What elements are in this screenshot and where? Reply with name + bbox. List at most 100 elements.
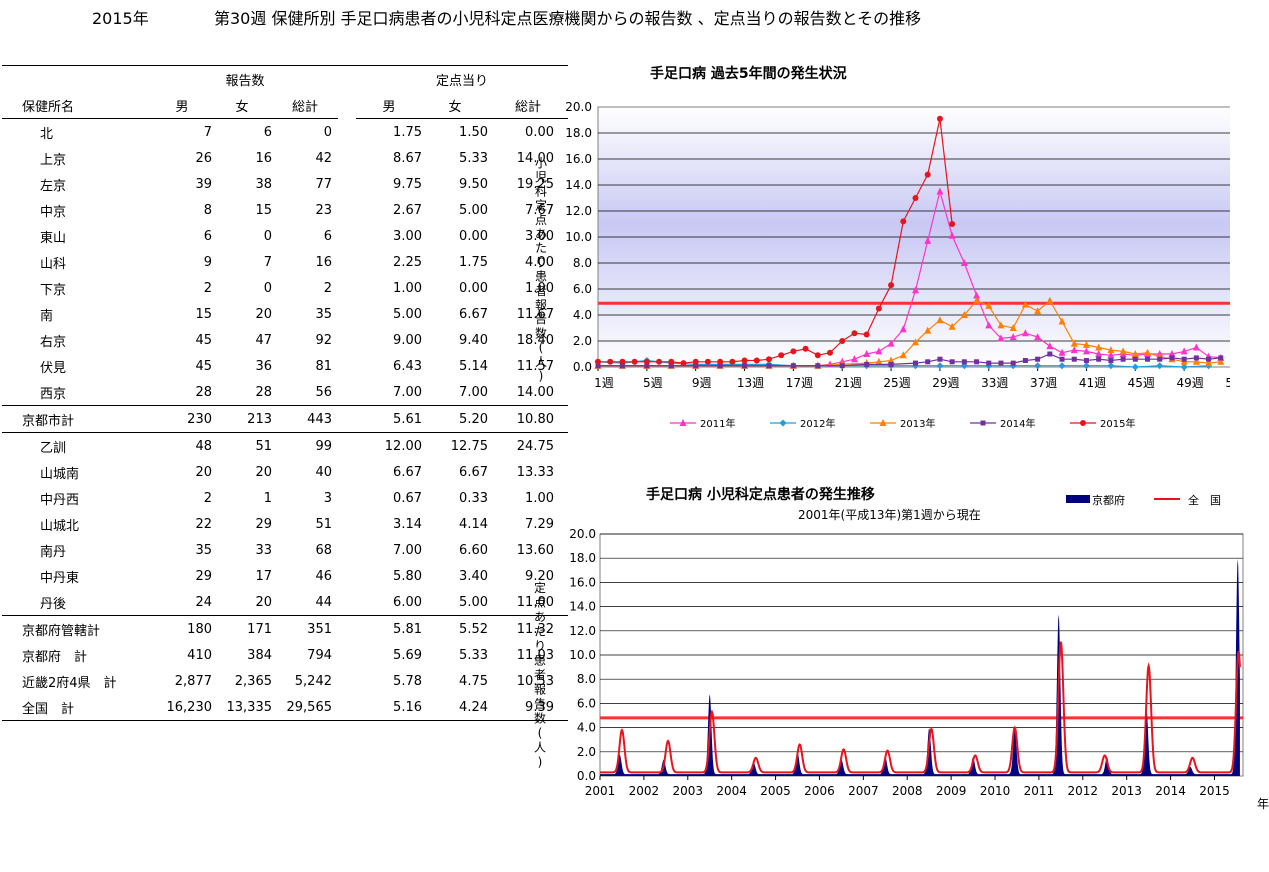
per-site-total: 11.00: [516, 594, 554, 610]
data-point: [925, 359, 931, 365]
y-tick-label: 6.0: [577, 696, 596, 710]
data-point: [1193, 355, 1199, 361]
per-site-male: 1.75: [393, 124, 422, 140]
per-site-male: 9.75: [393, 176, 422, 192]
reports-female: 47: [255, 332, 272, 348]
per-site-female: 5.14: [459, 358, 488, 374]
y-tick-label: 2.0: [577, 745, 596, 759]
row-name: 東山: [40, 230, 67, 246]
reports-female: 0: [263, 280, 272, 296]
x-tick-label: 2002: [629, 784, 660, 798]
x-tick-label: 13週: [737, 376, 764, 390]
data-point: [765, 356, 772, 363]
y-tick-label: 16.0: [565, 152, 592, 166]
per-site-male: 12.00: [356, 432, 422, 459]
y-axis-label-char: あ: [534, 610, 546, 624]
data-point: [863, 331, 870, 338]
data-point: [875, 347, 883, 355]
reports-female: 384: [247, 647, 272, 663]
per-site-female: 5.33: [459, 647, 488, 663]
per-site-female: 0.00: [459, 280, 488, 296]
data-point: [1047, 351, 1053, 357]
series-line-2012年: [597, 359, 1209, 368]
data-point: [1096, 356, 1102, 362]
table-row: 北 7 6 0 1.75 1.50 0.00: [2, 119, 568, 146]
y-tick-label: 4.0: [573, 308, 592, 322]
y-axis-label-char: (: [538, 726, 543, 740]
data-point: [1168, 350, 1176, 357]
per-site-total: 14.00: [516, 384, 554, 400]
per-site-total: 1.00: [525, 490, 554, 506]
y-axis-label-char: 患: [534, 654, 546, 668]
row-name: 下京: [40, 282, 67, 298]
row-name: 山科: [40, 256, 67, 272]
per-site-female: 4.24: [422, 694, 488, 721]
per-site-total: 0.00: [525, 124, 554, 140]
table-row: 中丹東 29 17 46 5.80 3.40 9.20: [2, 563, 568, 589]
per-site-male: 1.00: [393, 280, 422, 296]
data-point: [1181, 356, 1187, 362]
data-point: [949, 359, 955, 365]
data-point: [839, 338, 846, 344]
data-point: [619, 363, 625, 369]
x-tick-label: 2009: [936, 784, 967, 798]
per-site-male: 7.00: [393, 542, 422, 558]
y-axis-label-char: (: [539, 341, 544, 355]
data-point: [936, 362, 944, 370]
data-point: [1010, 360, 1016, 366]
data-point: [668, 358, 675, 365]
reports-total: 6: [323, 228, 332, 244]
y-tick-label: 2.0: [573, 334, 592, 348]
x-tick-label: 2004: [716, 784, 747, 798]
data-point: [693, 363, 699, 369]
x-tick-label: 17週: [786, 376, 813, 390]
per-site-total: 10.80: [488, 405, 568, 433]
data-point: [815, 363, 821, 369]
reports-male: 24: [195, 594, 212, 610]
table-row: 近畿2府4県 計 2,877 2,365 5,242 5.78 4.75 10.53: [2, 668, 568, 694]
x-tick-label: 53週: [1225, 376, 1230, 390]
per-site-male: 5.81: [356, 615, 422, 642]
per-site-female: 1.75: [459, 254, 488, 270]
y-axis-label-char: 点: [535, 213, 547, 227]
per-site-male: 6.67: [393, 464, 422, 480]
table-row: 山科 9 7 16 2.25 1.75 4.00: [2, 249, 568, 275]
data-point: [595, 363, 601, 369]
table-row: 伏見 45 36 81 6.43 5.14 11.57: [2, 353, 568, 379]
reports-total: 5,242: [294, 673, 332, 689]
per-site-total: 11.32: [488, 615, 568, 642]
per-site-male: 9.00: [393, 332, 422, 348]
per-site-male: 3.14: [393, 516, 422, 532]
col-per-female-header: 女: [422, 92, 488, 119]
per-site-female: 0.00: [459, 228, 488, 244]
data-point: [973, 296, 981, 304]
table-row: 下京 2 0 2 1.00 0.00 1.00: [2, 275, 568, 301]
per-site-total: 24.75: [488, 432, 568, 459]
health-center-table: 報告数 定点当り 保健所名 男 女 総計 男 女 総計 北 7 6 0 1.75 1.50…: [2, 65, 568, 721]
col-name-header: 保健所名: [2, 92, 152, 119]
data-point: [974, 359, 980, 365]
col-male-header: 男: [152, 92, 212, 119]
legend-label: 2014年: [1000, 417, 1035, 430]
data-point: [960, 311, 968, 318]
table-row: 左京 39 38 77 9.75 9.50 19.25: [2, 171, 568, 197]
data-point: [814, 352, 821, 359]
data-point: [1218, 355, 1224, 361]
legend-label: 2013年: [900, 417, 935, 430]
reports-total: 443: [272, 405, 338, 433]
per-site-female: 1.50: [459, 124, 488, 140]
reports-female: 51: [212, 432, 272, 459]
reports-total: 16: [315, 254, 332, 270]
per-site-total: 4.00: [525, 254, 554, 270]
y-axis-label-char: 小: [535, 156, 547, 170]
y-tick-label: 10.0: [565, 230, 592, 244]
y-tick-label: 6.0: [573, 282, 592, 296]
data-point: [936, 316, 944, 324]
data-point: [742, 363, 748, 369]
reports-male: 9: [203, 254, 212, 270]
reports-female: 15: [255, 202, 272, 218]
data-point: [656, 358, 663, 365]
legend-label-national: 全 国: [1188, 493, 1221, 507]
x-tick-label: 45週: [1128, 376, 1155, 390]
reports-female: 38: [255, 176, 272, 192]
